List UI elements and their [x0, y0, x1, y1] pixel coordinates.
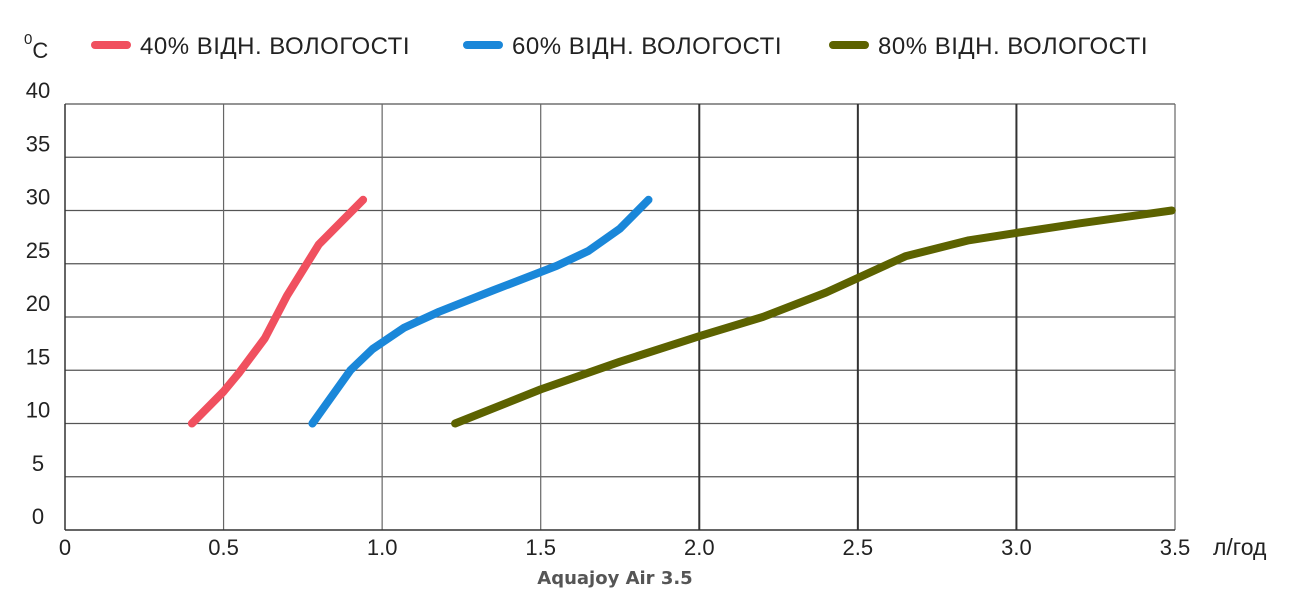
y-tick-label: 40 [26, 78, 50, 103]
y-tick-label: 30 [26, 185, 50, 210]
x-tick-label: 2.0 [684, 535, 715, 560]
y-tick-label: 35 [26, 131, 50, 156]
y-tick-label: 0 [32, 504, 44, 529]
y-tick-label: 25 [26, 238, 50, 263]
chart-tick-labels: 0 5 10 15 20 25 30 35 40 0 0.5 1.0 1.5 2.0 2.5 3.0 3.5 [26, 78, 1191, 560]
chart-series [187, 195, 1176, 428]
series-line-1 [187, 195, 368, 428]
y-tick-label: 10 [26, 398, 50, 423]
y-axis-unit-superscript: 0 [24, 31, 32, 48]
chart-legend: 40% ВІДН. ВОЛОГОСТІ 60% ВІДН. ВОЛОГОСТІ 80… [91, 33, 1148, 60]
y-axis-unit: 0C [24, 31, 48, 63]
series-line-2 [308, 195, 653, 428]
series-line-3 [451, 206, 1176, 428]
legend-label-1: 40% ВІДН. ВОЛОГОСТІ [140, 33, 410, 60]
x-tick-label: 3.0 [1001, 535, 1032, 560]
legend-label-2: 60% ВІДН. ВОЛОГОСТІ [512, 33, 782, 60]
x-tick-label: 1.0 [367, 535, 398, 560]
legend-label-3: 80% ВІДН. ВОЛОГОСТІ [878, 33, 1148, 60]
y-axis-unit-label: C [32, 38, 48, 63]
x-tick-label: 2.5 [843, 535, 874, 560]
x-tick-label: 1.5 [525, 535, 556, 560]
chart-caption: Aquajoy Air 3.5 [537, 568, 692, 589]
y-tick-label: 20 [26, 291, 50, 316]
x-tick-label: 3.5 [1160, 535, 1191, 560]
chart-axes [64, 104, 1175, 531]
y-tick-label: 15 [26, 344, 50, 369]
y-tick-label: 5 [32, 451, 44, 476]
x-axis-unit: л/год [1213, 534, 1267, 560]
chart-grid [65, 103, 1176, 530]
x-tick-label: 0.5 [208, 535, 239, 560]
x-tick-label: 0 [59, 535, 71, 560]
